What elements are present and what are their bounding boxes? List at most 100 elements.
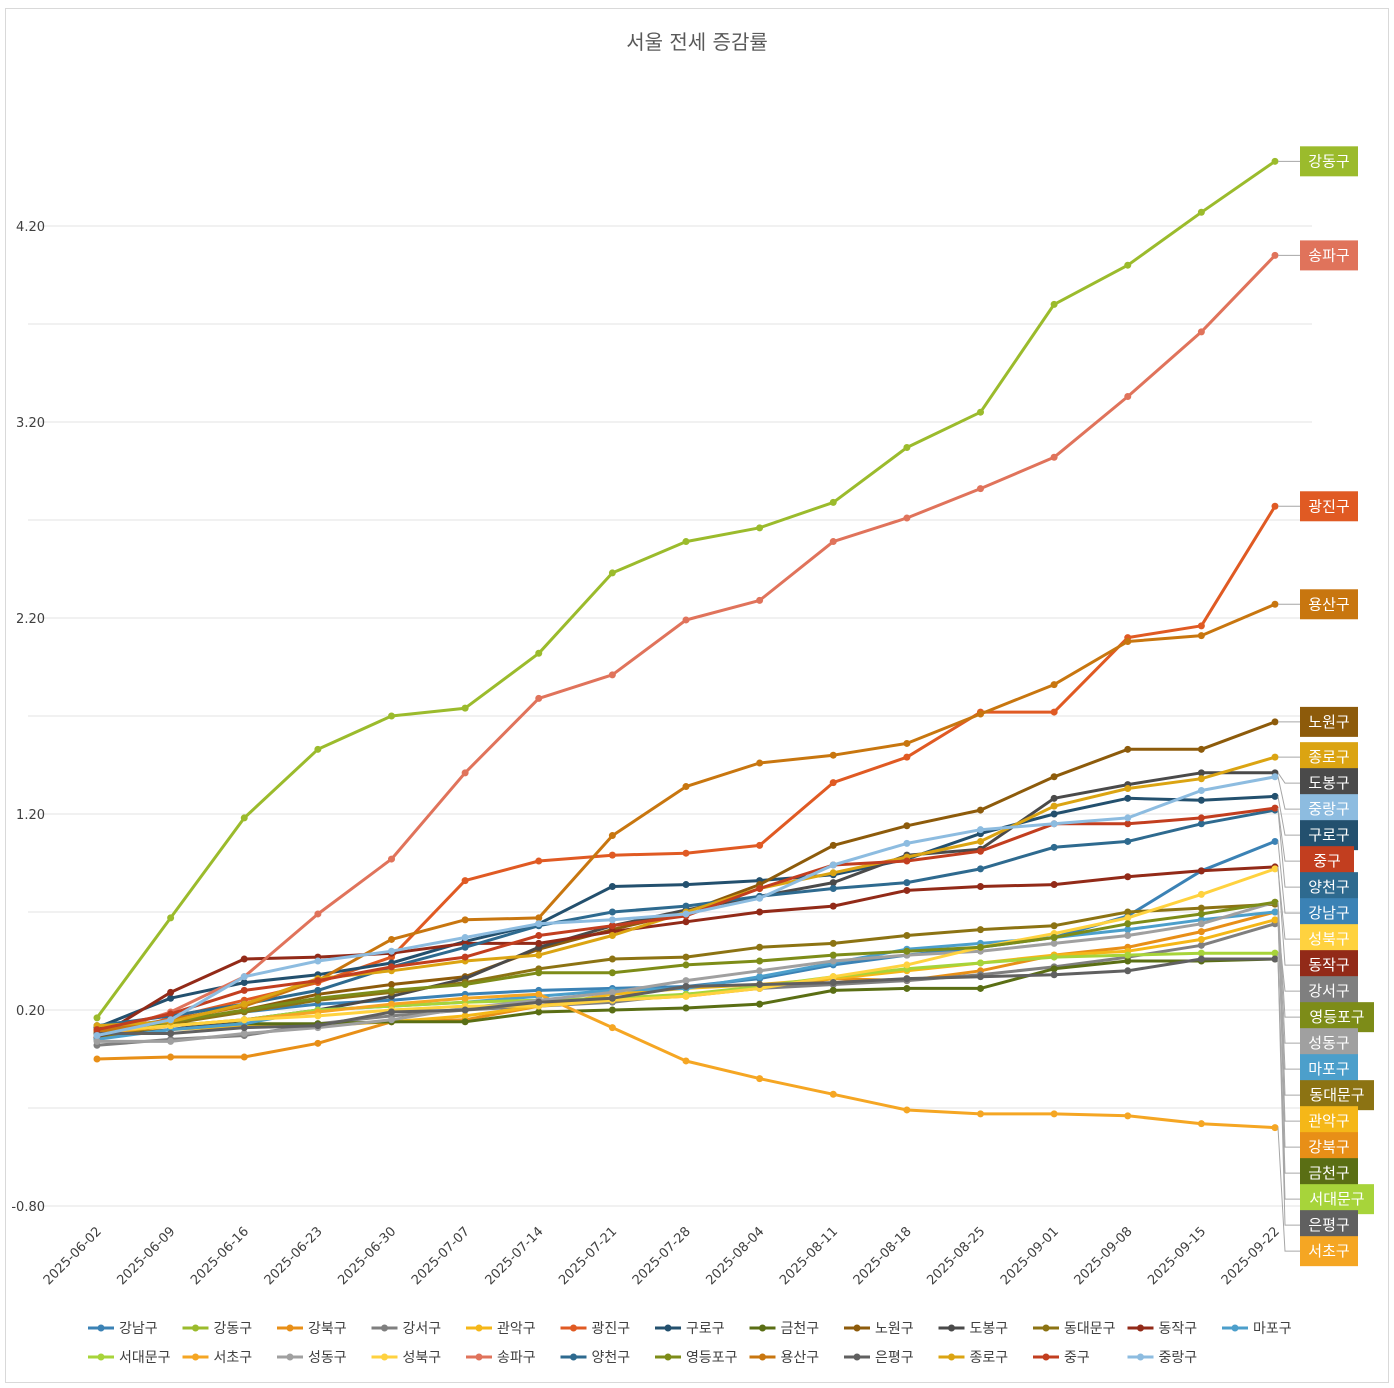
- legend-label: 금천구: [781, 1321, 820, 1337]
- end-label-은평구: 은평구: [1300, 1210, 1358, 1241]
- y-tick-label: 2.20: [16, 612, 45, 627]
- end-label-text: 성동구: [1308, 1034, 1349, 1052]
- data-point: [1124, 920, 1132, 928]
- data-point: [1197, 920, 1205, 928]
- legend-label: 강서구: [403, 1321, 442, 1337]
- data-point: [682, 992, 690, 1000]
- data-point: [167, 1053, 175, 1061]
- legend-swatch-marker: [381, 1353, 388, 1361]
- data-point: [1197, 328, 1205, 336]
- data-point: [1197, 820, 1205, 828]
- data-point: [1271, 251, 1279, 259]
- data-point: [1197, 796, 1205, 804]
- end-label-box: [1300, 846, 1354, 877]
- data-point: [1050, 933, 1058, 941]
- data-point: [240, 1053, 248, 1061]
- data-point: [682, 783, 690, 791]
- data-point: [1124, 932, 1132, 940]
- data-point: [388, 1008, 395, 1016]
- data-point: [1197, 928, 1205, 936]
- end-label-영등포구: 영등포구: [1300, 1002, 1374, 1033]
- legend-swatch-marker: [853, 1324, 861, 1332]
- legend-item: 금천구: [749, 1321, 820, 1337]
- legend-item: 종로구: [938, 1350, 1008, 1366]
- end-label-용산구: 용산구: [1300, 589, 1358, 620]
- end-label-box: [1300, 794, 1358, 825]
- data-point: [388, 986, 395, 994]
- data-point: [829, 879, 837, 887]
- leader-line: [1277, 810, 1300, 888]
- end-label-성북구: 성북구: [1300, 924, 1358, 955]
- data-point: [1050, 773, 1058, 781]
- data-point: [1271, 773, 1279, 781]
- end-label-box: [1300, 1184, 1374, 1215]
- end-label-box: [1300, 820, 1358, 851]
- data-point: [461, 916, 469, 924]
- data-point: [682, 1057, 690, 1065]
- legend-item: 구로구: [655, 1321, 725, 1337]
- data-point: [461, 994, 469, 1002]
- legend-item: 송파구: [466, 1350, 536, 1366]
- end-label-구로구: 구로구: [1300, 820, 1358, 851]
- data-point: [535, 914, 543, 922]
- data-point: [240, 1030, 248, 1038]
- data-point: [829, 951, 837, 959]
- data-point: [977, 485, 984, 493]
- data-point: [1124, 393, 1132, 401]
- data-point: [608, 1006, 616, 1014]
- data-point: [756, 981, 764, 989]
- end-label-box: [1300, 742, 1358, 773]
- data-point: [977, 806, 984, 814]
- legend-label: 구로구: [686, 1321, 725, 1337]
- data-point: [1197, 910, 1205, 918]
- end-label-box: [1300, 976, 1358, 1007]
- legend-item: 도봉구: [938, 1321, 1008, 1337]
- data-point: [1124, 785, 1132, 793]
- end-label-text: 은평구: [1308, 1216, 1349, 1234]
- end-label-종로구: 종로구: [1300, 742, 1358, 773]
- end-label-box: [1300, 1236, 1358, 1267]
- data-point: [1124, 914, 1132, 922]
- end-label-text: 금천구: [1308, 1164, 1349, 1182]
- data-point: [1050, 1110, 1058, 1118]
- data-point: [1271, 837, 1279, 845]
- data-point: [1197, 1120, 1205, 1128]
- data-point: [1197, 904, 1205, 912]
- legend-label: 영등포구: [686, 1350, 738, 1366]
- data-point: [1271, 753, 1279, 761]
- data-point: [608, 969, 616, 977]
- leader-line: [1277, 911, 1300, 1148]
- data-point: [1197, 867, 1205, 875]
- end-label-box: [1300, 1132, 1358, 1163]
- data-point: [608, 916, 616, 924]
- data-point: [1124, 967, 1132, 975]
- data-point: [829, 957, 837, 965]
- data-point: [535, 694, 543, 702]
- end-labels: 강동구송파구광진구용산구노원구종로구도봉구중랑구구로구중구양천구강남구성북구동작…: [1300, 146, 1374, 1267]
- series-강동구: [93, 157, 1279, 1022]
- data-point: [1050, 881, 1058, 889]
- data-point: [682, 910, 690, 918]
- data-point: [1197, 786, 1205, 794]
- series-중랑구: [93, 773, 1279, 1039]
- data-point: [1050, 802, 1058, 810]
- leader-line: [1277, 868, 1300, 940]
- end-label-text: 성북구: [1308, 930, 1349, 948]
- legend-item: 양천구: [560, 1350, 630, 1366]
- legend-swatch-marker: [192, 1353, 199, 1361]
- end-label-중랑구: 중랑구: [1300, 794, 1358, 825]
- leader-line: [1277, 776, 1300, 810]
- data-point: [1197, 622, 1205, 630]
- data-point: [1124, 745, 1132, 753]
- data-point: [461, 1012, 469, 1020]
- data-point: [608, 1024, 616, 1032]
- data-point: [608, 955, 616, 963]
- data-point: [682, 881, 690, 889]
- data-point: [1197, 769, 1205, 777]
- legend-swatch-marker: [192, 1324, 199, 1332]
- end-label-box: [1300, 950, 1358, 981]
- data-point: [1124, 951, 1132, 959]
- legend-swatch-marker: [97, 1353, 105, 1361]
- legend-item: 노원구: [844, 1321, 914, 1337]
- end-label-도봉구: 도봉구: [1300, 768, 1358, 799]
